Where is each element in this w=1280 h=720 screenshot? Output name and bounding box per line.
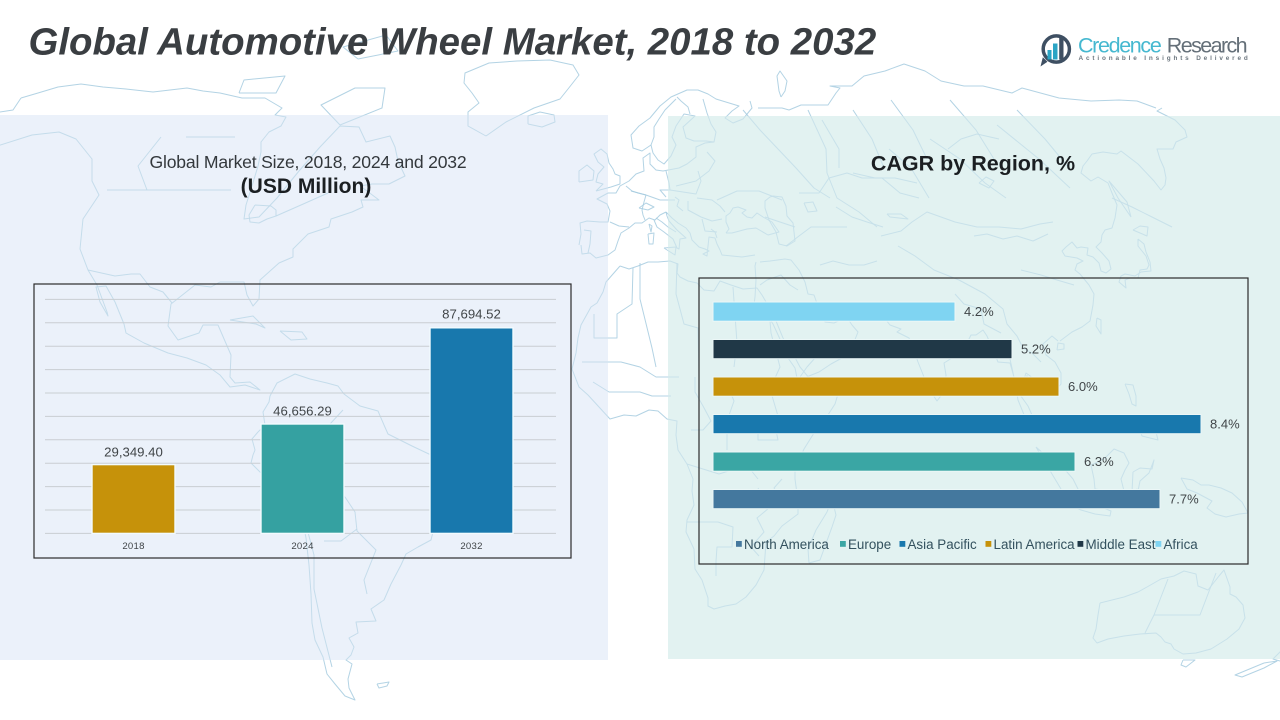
svg-text:North America: North America: [744, 537, 829, 552]
svg-text:Asia Pacific: Asia Pacific: [908, 537, 978, 552]
svg-text:8.4%: 8.4%: [1210, 417, 1240, 432]
svg-text:(USD Million): (USD Million): [241, 175, 372, 198]
svg-text:Credence Research: Credence Research: [1078, 33, 1247, 57]
svg-text:6.3%: 6.3%: [1084, 454, 1114, 469]
svg-text:CAGR by Region, %: CAGR by Region, %: [871, 152, 1075, 176]
svg-text:7.7%: 7.7%: [1169, 492, 1199, 507]
svg-text:46,656.29: 46,656.29: [273, 404, 332, 419]
svg-text:2032: 2032: [460, 541, 482, 552]
svg-text:Global Automotive Wheel Market: Global Automotive Wheel Market, 2018 to …: [29, 21, 877, 64]
svg-text:29,349.40: 29,349.40: [104, 445, 163, 460]
svg-text:2018: 2018: [122, 541, 144, 552]
svg-text:Global Market Size, 2018, 2024: Global Market Size, 2018, 2024 and 2032: [150, 152, 467, 172]
svg-text:Africa: Africa: [1164, 537, 1199, 552]
svg-text:Actionable Insights Delivered: Actionable Insights Delivered: [1079, 55, 1251, 62]
svg-text:Middle East: Middle East: [1086, 537, 1156, 552]
svg-text:Europe: Europe: [848, 537, 891, 552]
svg-text:5.2%: 5.2%: [1021, 342, 1051, 357]
svg-text:4.2%: 4.2%: [964, 304, 994, 319]
svg-text:87,694.52: 87,694.52: [442, 307, 501, 322]
svg-text:Latin America: Latin America: [994, 537, 1076, 552]
svg-text:6.0%: 6.0%: [1068, 379, 1098, 394]
svg-text:2024: 2024: [291, 541, 314, 552]
